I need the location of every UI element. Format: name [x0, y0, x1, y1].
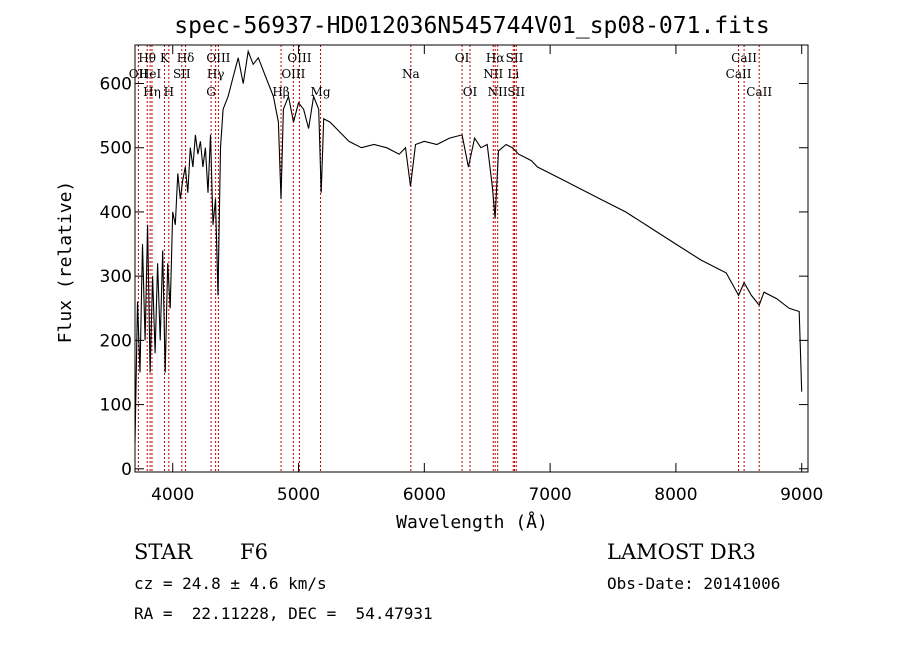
- coordinates: RA = 22.11228, DEC = 54.47931: [134, 604, 433, 623]
- line-label-7: Hδ: [177, 51, 195, 65]
- x-tick-label-4: 8000: [654, 485, 697, 505]
- line-label-5: SII: [173, 67, 191, 81]
- x-tick-label-3: 7000: [528, 485, 571, 505]
- line-label-10: G: [206, 85, 216, 99]
- line-label-12: OIII: [281, 67, 305, 81]
- x-tick-label-1: 5000: [277, 485, 320, 505]
- y-tick-label-0: 0: [121, 460, 132, 480]
- line-label-17: OI: [463, 85, 478, 99]
- line-label-20: NII: [483, 67, 503, 81]
- object-subclass: F6: [240, 540, 268, 564]
- spectrum-series-line: [134, 49, 803, 444]
- y-tick-label-2: 200: [100, 331, 132, 351]
- line-label-11: OIII: [287, 51, 311, 65]
- line-label-9: Hγ: [207, 67, 225, 81]
- y-tick-label-3: 300: [100, 267, 132, 287]
- line-label-22: NII: [488, 85, 508, 99]
- observation-date: Obs-Date: 20141006: [607, 574, 781, 593]
- y-tick-label-4: 400: [100, 203, 132, 223]
- line-label-1: OII: [129, 67, 149, 81]
- line-label-2: HeI: [139, 67, 162, 81]
- line-label-26: CaII: [746, 85, 772, 99]
- line-label-15: Na: [402, 67, 420, 81]
- line-label-14: Mg: [311, 85, 331, 99]
- y-axis-ticks: 0 100 200 300 400 500 600: [100, 75, 808, 480]
- y-tick-label-1: 100: [100, 396, 132, 416]
- line-label-8: OIII: [206, 51, 230, 65]
- x-tick-label-5: 9000: [780, 485, 823, 505]
- redshift-cz: cz = 24.8 ± 4.6 km/s: [134, 574, 327, 593]
- line-label-24: CaII: [731, 51, 757, 65]
- y-tick-label-5: 500: [100, 139, 132, 159]
- x-tick-label-0: 4000: [151, 485, 194, 505]
- line-label-4: K: [160, 51, 170, 65]
- y-axis-label: Flux (relative): [55, 181, 76, 344]
- line-label-6: H: [164, 85, 174, 99]
- object-class: STAR: [134, 540, 193, 564]
- line-label-13: Hβ: [272, 85, 289, 99]
- x-axis-ticks: 4000 5000 6000 7000 8000 9000: [151, 45, 823, 505]
- line-label-21: Li: [507, 67, 519, 81]
- line-label-25: CaII: [726, 67, 752, 81]
- survey-name: LAMOST DR3: [607, 540, 756, 564]
- line-label-18: Hα: [486, 51, 505, 65]
- line-label-16: OI: [455, 51, 470, 65]
- y-tick-label-6: 600: [100, 75, 132, 95]
- x-tick-label-2: 6000: [403, 485, 446, 505]
- plot-frame: [134, 44, 809, 473]
- chart-title: spec-56937-HD012036N545744V01_sp08-071.f…: [174, 13, 769, 39]
- emission-line-markers: [137, 45, 760, 472]
- line-label-3: Hη: [143, 85, 161, 99]
- x-axis-label: Wavelength (Å): [396, 511, 548, 533]
- line-label-0: Hθ: [138, 51, 156, 65]
- line-label-23: SII: [507, 85, 525, 99]
- line-label-19: SII: [506, 51, 524, 65]
